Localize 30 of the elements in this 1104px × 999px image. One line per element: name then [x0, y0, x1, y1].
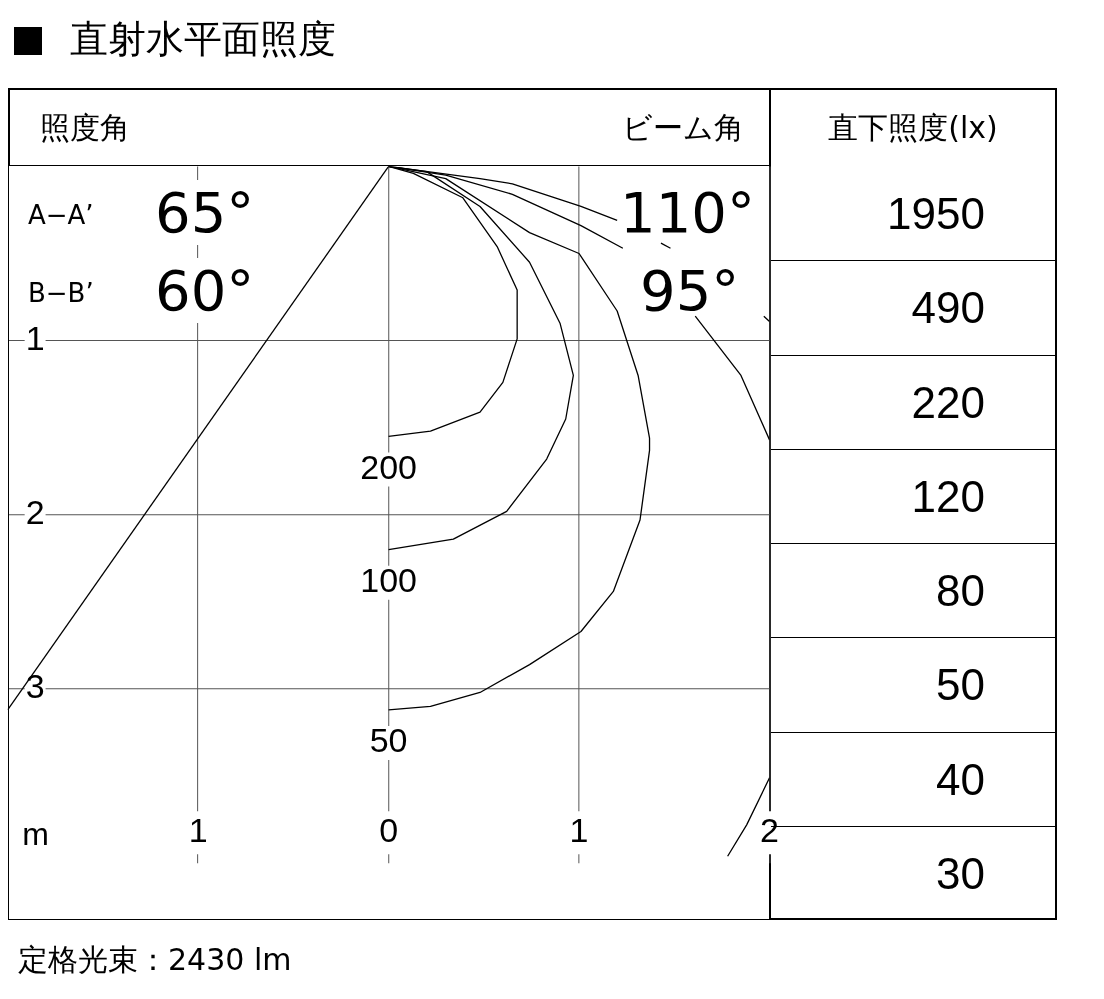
- x-axis-title: m: [22, 815, 50, 852]
- text: 220: [911, 377, 985, 428]
- annotation: 65°: [155, 180, 255, 245]
- annotation: A−A’: [28, 200, 94, 230]
- series-label: 100: [360, 560, 418, 599]
- annotation: 95°: [640, 258, 740, 323]
- text: 30: [936, 848, 985, 899]
- chart-title: 直射水平面照度: [70, 16, 336, 63]
- annotation: 110°: [620, 180, 755, 245]
- text: 1950: [887, 189, 985, 240]
- x-tick-label: 0: [379, 810, 399, 849]
- y-tick-label: 1: [26, 318, 45, 357]
- text: 490: [911, 283, 985, 334]
- annotation: B−B’: [28, 278, 94, 308]
- x-tick-label: 1: [569, 810, 589, 849]
- text: 40: [936, 754, 985, 805]
- x-tick-label: 2: [760, 810, 780, 849]
- series-label: 200: [360, 447, 418, 486]
- text: 直下照度(lx): [827, 109, 999, 147]
- text: 120: [911, 471, 985, 522]
- annotation: 60°: [155, 258, 255, 323]
- text: ビーム角: [622, 108, 744, 149]
- y-tick-label: 3: [26, 666, 45, 705]
- x-tick-label: 1: [189, 810, 208, 849]
- series-label: 50: [370, 720, 408, 759]
- y-tick-label: 2: [26, 492, 45, 531]
- text: 50: [936, 660, 985, 711]
- text: 定格光束：2430 lm: [18, 941, 292, 979]
- text: 照度角: [40, 108, 130, 149]
- text: 80: [936, 566, 985, 617]
